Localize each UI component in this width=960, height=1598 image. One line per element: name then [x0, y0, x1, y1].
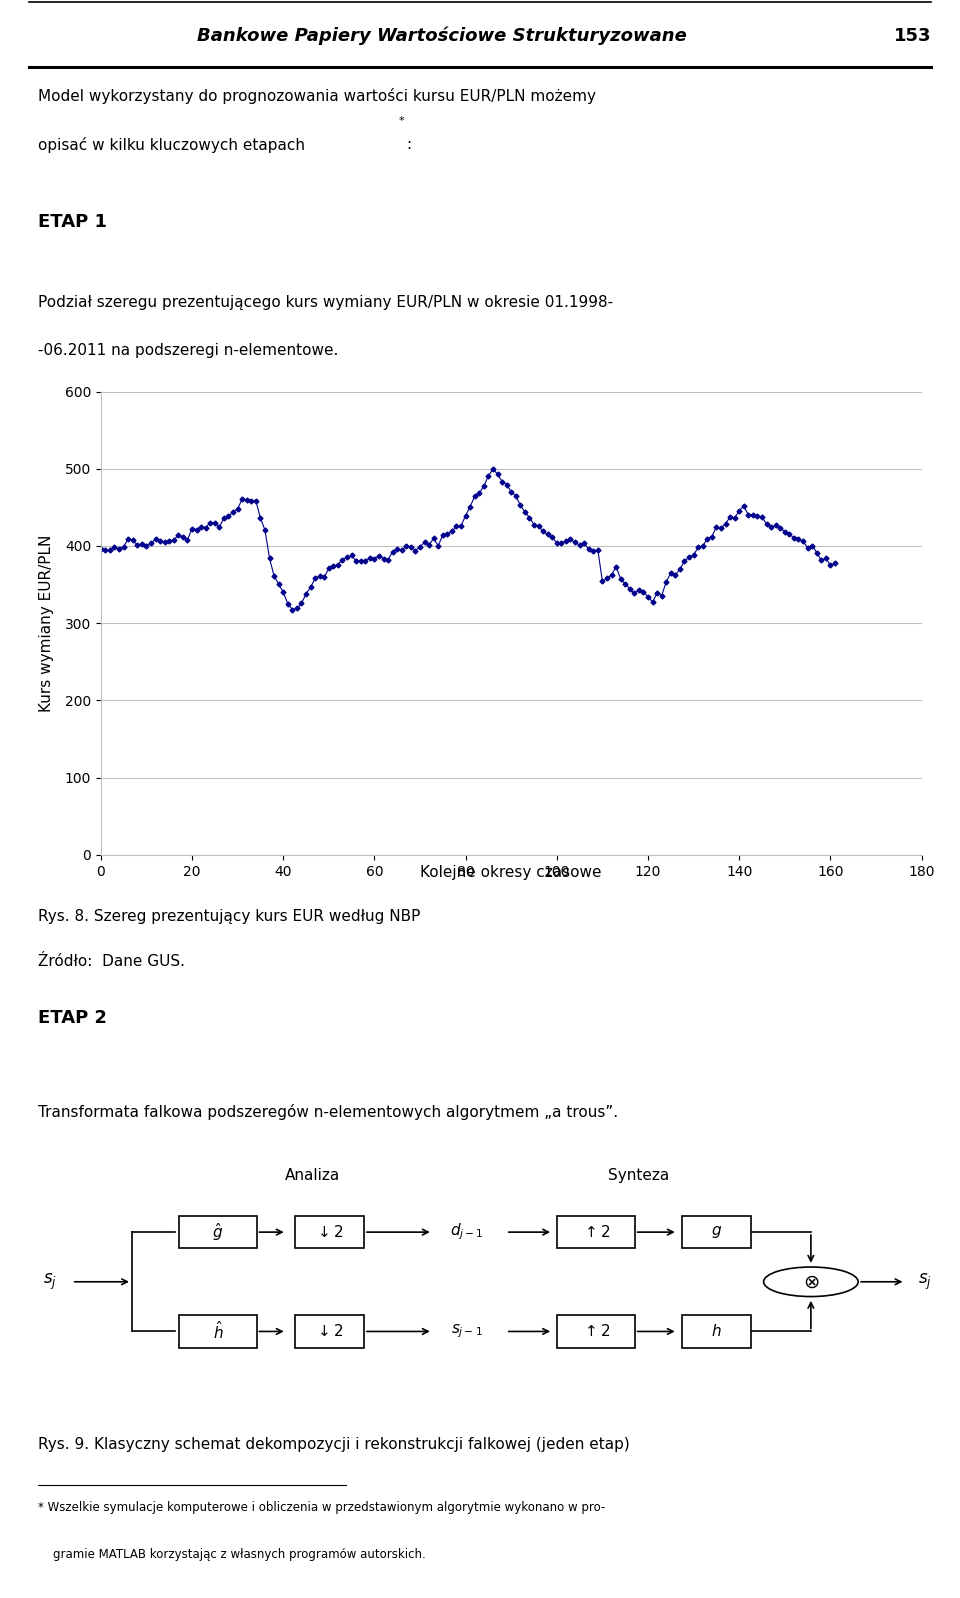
Text: $\hat{g}$: $\hat{g}$	[212, 1221, 224, 1243]
Text: Źródło:  Dane GUS.: Źródło: Dane GUS.	[38, 954, 185, 970]
Text: Kolejne okresy czasowe: Kolejne okresy czasowe	[420, 865, 602, 880]
Bar	[180, 1216, 256, 1248]
Bar	[682, 1315, 751, 1347]
Circle shape	[763, 1267, 858, 1296]
Text: Model wykorzystany do prognozowania wartości kursu EUR/PLN możemy: Model wykorzystany do prognozowania wart…	[38, 88, 596, 104]
Text: Transformata falkowa podszeregów n-elementowych algorytmem „a trous”.: Transformata falkowa podszeregów n-eleme…	[38, 1104, 618, 1120]
Text: Rys. 8. Szereg prezentujący kurs EUR według NBP: Rys. 8. Szereg prezentujący kurs EUR wed…	[38, 909, 420, 924]
Text: *: *	[398, 117, 404, 126]
Text: $\downarrow 2$: $\downarrow 2$	[315, 1224, 344, 1240]
Text: -06.2011 na podszeregi n-elementowe.: -06.2011 na podszeregi n-elementowe.	[38, 344, 339, 358]
Bar	[558, 1216, 635, 1248]
Text: $\hat{h}$: $\hat{h}$	[212, 1320, 223, 1342]
Text: Bankowe Papiery Wartościowe Strukturyzowane: Bankowe Papiery Wartościowe Strukturyzow…	[197, 27, 686, 45]
Text: :: :	[406, 137, 411, 152]
Text: opisać w kilku kluczowych etapach: opisać w kilku kluczowych etapach	[38, 137, 305, 153]
Text: $s_j$: $s_j$	[43, 1272, 58, 1291]
Bar	[296, 1216, 364, 1248]
Text: $\uparrow 2$: $\uparrow 2$	[582, 1323, 611, 1339]
Bar	[682, 1216, 751, 1248]
Text: Analiza: Analiza	[285, 1168, 340, 1183]
Text: $g$: $g$	[710, 1224, 722, 1240]
Text: Rys. 9. Klasyczny schemat dekompozycji i rekonstrukcji falkowej (jeden etap): Rys. 9. Klasyczny schemat dekompozycji i…	[38, 1437, 630, 1453]
Bar	[180, 1315, 256, 1347]
Text: ETAP 1: ETAP 1	[38, 214, 108, 232]
Text: $h$: $h$	[711, 1323, 722, 1339]
Text: gramie MATLAB korzystając z własnych programów autorskich.: gramie MATLAB korzystając z własnych pro…	[53, 1548, 425, 1561]
Text: $s_{j-1}$: $s_{j-1}$	[451, 1323, 483, 1341]
Text: 153: 153	[894, 27, 931, 45]
Bar	[296, 1315, 364, 1347]
Text: $\otimes$: $\otimes$	[803, 1272, 819, 1291]
Text: Podział szeregu prezentującego kurs wymiany EUR/PLN w okresie 01.1998-: Podział szeregu prezentującego kurs wymi…	[38, 296, 613, 310]
Text: ETAP 2: ETAP 2	[38, 1008, 108, 1026]
Text: $d_{j-1}$: $d_{j-1}$	[450, 1222, 484, 1242]
Bar	[558, 1315, 635, 1347]
Text: $\uparrow 2$: $\uparrow 2$	[582, 1224, 611, 1240]
Text: $\downarrow 2$: $\downarrow 2$	[315, 1323, 344, 1339]
Text: * Wszelkie symulacje komputerowe i obliczenia w przedstawionym algorytmie wykona: * Wszelkie symulacje komputerowe i oblic…	[38, 1501, 606, 1513]
Text: $s_j$: $s_j$	[919, 1272, 932, 1291]
Y-axis label: Kurs wymiany EUR/PLN: Kurs wymiany EUR/PLN	[38, 535, 54, 711]
Text: Synteza: Synteza	[609, 1168, 670, 1183]
